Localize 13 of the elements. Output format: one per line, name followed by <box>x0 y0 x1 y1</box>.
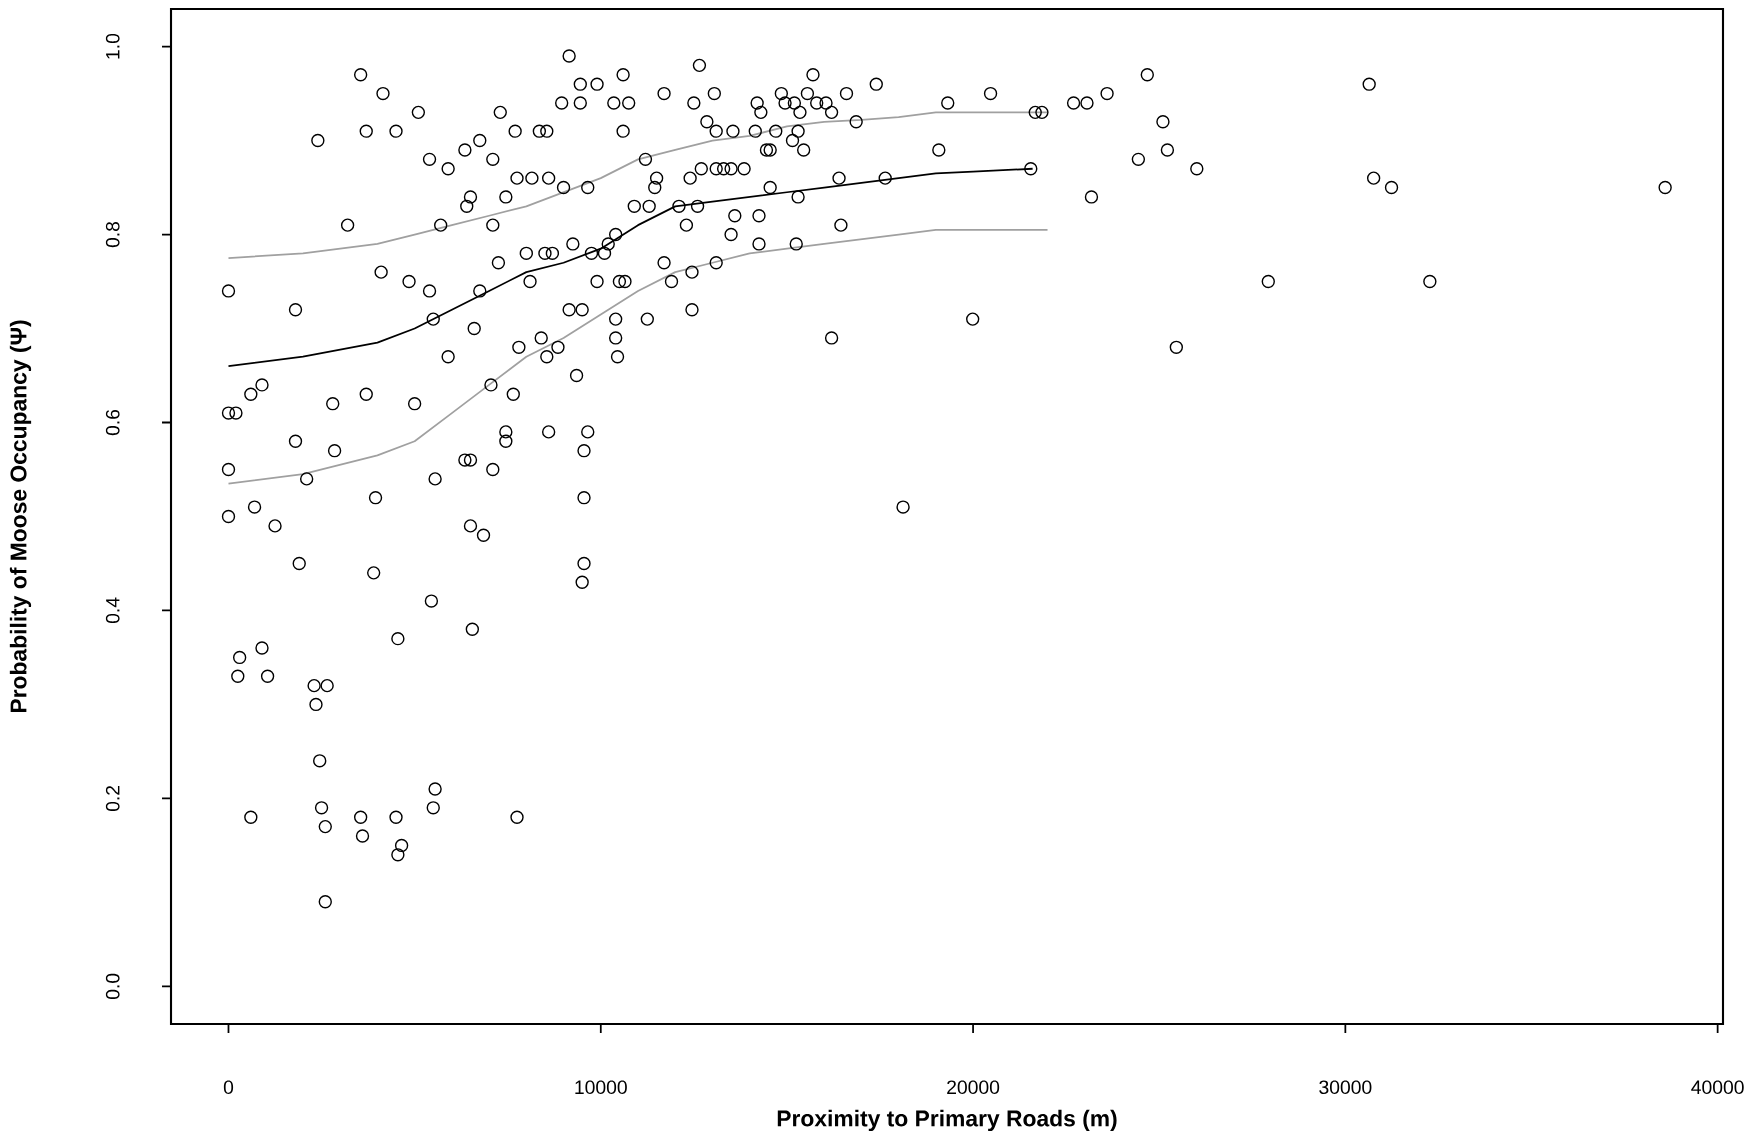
x-tick-label: 10000 <box>575 1080 627 1095</box>
y-tick-label: 0.0 <box>105 973 120 1000</box>
x-tick-label: 30000 <box>1319 1080 1372 1095</box>
y-axis-title: Probability of Moose Occupancy (Ψ) <box>9 320 32 713</box>
y-tick-label: 0.8 <box>105 221 120 248</box>
x-axis-title: Proximity to Primary Roads (m) <box>777 1109 1117 1132</box>
x-tick-label: 20000 <box>947 1080 1000 1095</box>
x-tick-label: 40000 <box>1691 1080 1744 1095</box>
y-tick-label: 0.4 <box>105 597 120 624</box>
y-tick-label: 0.2 <box>105 785 120 812</box>
y-tick-label: 1.0 <box>105 33 120 59</box>
y-tick-label: 0.6 <box>105 409 120 436</box>
x-tick-label: 0 <box>223 1080 234 1095</box>
